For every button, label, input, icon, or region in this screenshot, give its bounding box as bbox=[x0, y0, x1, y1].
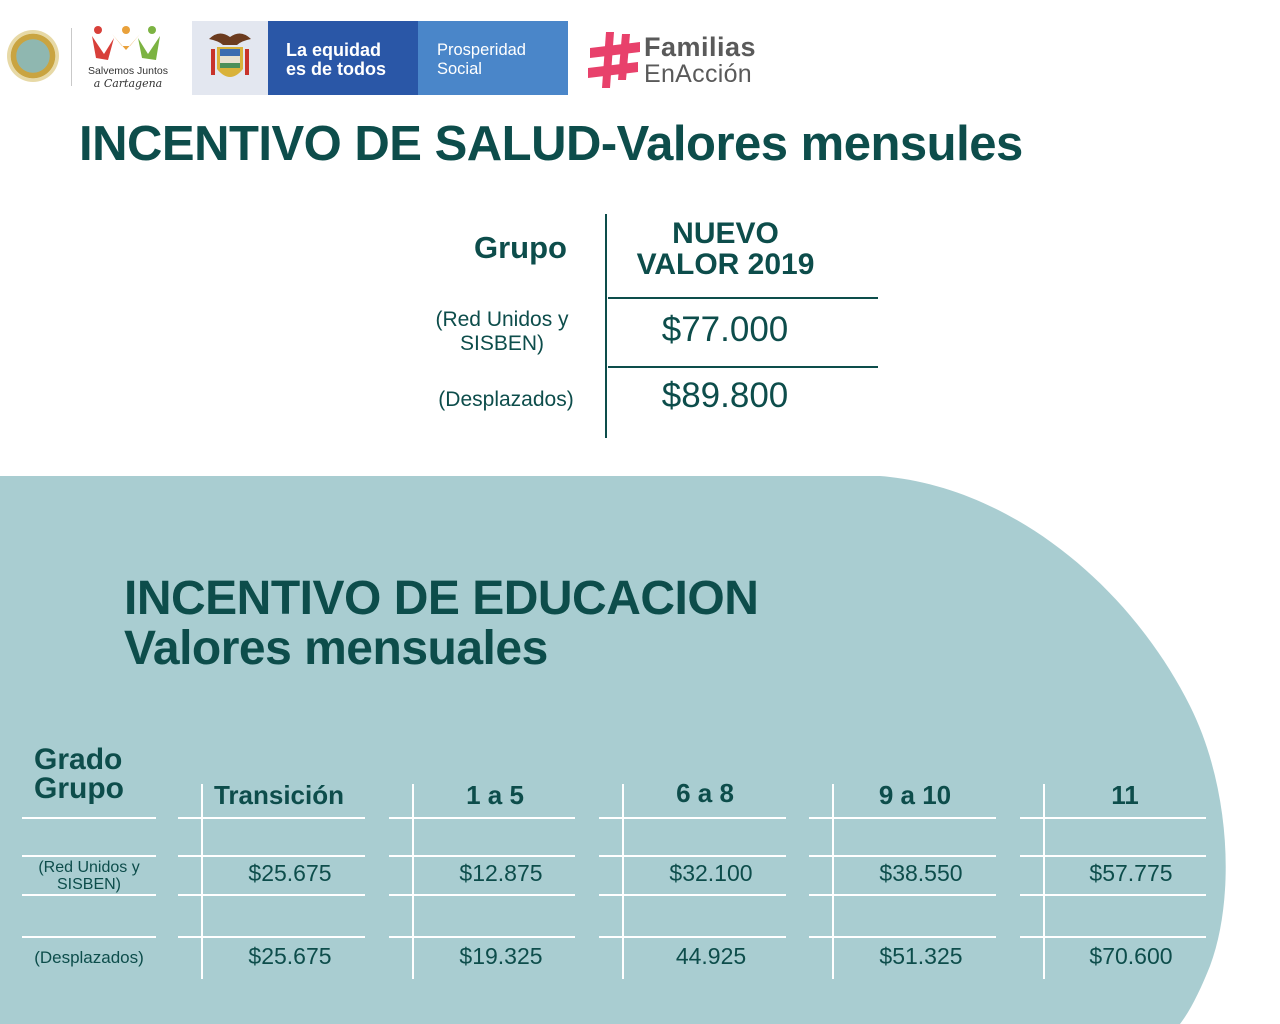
cell-value: $51.325 bbox=[879, 943, 963, 969]
salud-row-label: (Desplazados) bbox=[438, 388, 574, 411]
corner-header-grado: Grado bbox=[34, 743, 123, 776]
column-divider bbox=[201, 784, 203, 979]
hashtag-icon bbox=[588, 32, 640, 88]
title-line-2: Valores mensuales bbox=[124, 622, 548, 675]
column-header-11: 11 bbox=[1111, 780, 1139, 810]
row-divider bbox=[599, 855, 786, 857]
corner-header: Grado Grupo bbox=[34, 743, 124, 805]
row-divider bbox=[389, 817, 575, 819]
row-divider bbox=[178, 817, 365, 819]
salvemos-juntos-logo: Salvemos Juntos a Cartagena bbox=[76, 22, 176, 96]
row-divider bbox=[809, 855, 996, 857]
row-divider bbox=[178, 936, 365, 938]
table-divider-horizontal bbox=[608, 366, 878, 368]
column-divider bbox=[832, 784, 834, 979]
row-label-red-unidos: (Red Unidos y SISBEN) bbox=[22, 859, 156, 893]
salud-table: Grupo NUEVO VALOR 2019 (Red Unidos y SIS… bbox=[400, 210, 890, 440]
slogan-line-2: es de todos bbox=[286, 59, 387, 79]
familias-en-accion-logo: Familias EnAcción bbox=[588, 26, 788, 96]
column-divider bbox=[412, 784, 414, 979]
row-divider bbox=[1020, 817, 1206, 819]
educacion-title: INCENTIVO DE EDUCACION Valores mensuales bbox=[124, 572, 759, 675]
cell-value: $25.675 bbox=[248, 860, 332, 886]
corner-header-grupo: Grupo bbox=[34, 772, 124, 805]
people-figures-icon bbox=[92, 26, 160, 60]
cell-value: $57.775 bbox=[1089, 860, 1173, 886]
column-divider bbox=[1043, 784, 1045, 979]
column-divider bbox=[622, 784, 624, 979]
row-divider bbox=[178, 894, 365, 896]
cell-value: 44.925 bbox=[675, 943, 747, 969]
row-divider bbox=[22, 855, 156, 857]
cell-value: $19.325 bbox=[459, 943, 543, 969]
row-divider bbox=[389, 894, 575, 896]
table-divider-horizontal bbox=[608, 297, 878, 299]
row-divider bbox=[178, 855, 365, 857]
salud-header-valor: NUEVO VALOR 2019 bbox=[618, 218, 833, 280]
header-logos: Salvemos Juntos a Cartagena La equidad e… bbox=[0, 0, 1280, 110]
row-divider bbox=[22, 817, 156, 819]
label-line-1: (Red Unidos y bbox=[38, 859, 140, 876]
row-divider bbox=[599, 817, 786, 819]
cartagena-seal-logo bbox=[7, 30, 59, 82]
cell-value: $25.675 bbox=[248, 943, 332, 969]
header-line-1: NUEVO bbox=[672, 217, 779, 250]
logo-divider bbox=[71, 28, 72, 86]
row-label-desplazados: (Desplazados) bbox=[34, 948, 144, 967]
row-divider bbox=[22, 894, 156, 896]
entity-line-1: Prosperidad bbox=[437, 41, 526, 59]
row-divider bbox=[389, 936, 575, 938]
column-header-6-a-8: 6 a 8 bbox=[676, 778, 734, 808]
la-equidad-slogan: La equidad es de todos bbox=[268, 21, 418, 95]
familias-text: Familias bbox=[644, 32, 757, 62]
colombia-coat-of-arms-icon bbox=[192, 21, 268, 95]
cell-value: $70.600 bbox=[1089, 943, 1173, 969]
salud-row-value: $89.800 bbox=[661, 376, 789, 415]
column-header-1-a-5: 1 a 5 bbox=[466, 780, 524, 810]
prosperidad-social-label: Prosperidad Social bbox=[418, 21, 568, 95]
row-divider bbox=[809, 894, 996, 896]
column-header-transicion: Transición bbox=[213, 780, 345, 810]
en-accion-text: EnAcción bbox=[644, 60, 753, 88]
column-header-9-a-10: 9 a 10 bbox=[878, 780, 952, 810]
cell-value: $32.100 bbox=[669, 860, 753, 886]
slogan-line-1: La equidad bbox=[286, 40, 382, 60]
salud-row-value: $77.000 bbox=[661, 310, 789, 349]
salvemos-juntos-text: Salvemos Juntos bbox=[88, 65, 168, 77]
cell-value: $12.875 bbox=[459, 860, 543, 886]
row-divider bbox=[809, 817, 996, 819]
table-divider-vertical bbox=[605, 214, 607, 438]
row-divider bbox=[1020, 855, 1206, 857]
label-line-2: SISBEN) bbox=[56, 876, 121, 893]
row-divider bbox=[1020, 936, 1206, 938]
cell-value: $38.550 bbox=[879, 860, 963, 886]
label-line-2: SISBEN) bbox=[459, 332, 545, 355]
educacion-table: Grado Grupo Transición 1 a 5 6 a 8 9 a 1… bbox=[0, 740, 1280, 1000]
row-divider bbox=[1020, 894, 1206, 896]
row-divider bbox=[599, 936, 786, 938]
gobierno-colombia-banner: La equidad es de todos Prosperidad Socia… bbox=[192, 21, 568, 95]
row-divider bbox=[599, 894, 786, 896]
label-line-1: (Red Unidos y bbox=[435, 308, 569, 331]
entity-line-2: Social bbox=[437, 60, 482, 78]
salud-title: INCENTIVO DE SALUD-Valores mensules bbox=[79, 117, 1023, 171]
row-divider bbox=[22, 936, 156, 938]
row-divider bbox=[389, 855, 575, 857]
a-cartagena-text: a Cartagena bbox=[93, 77, 163, 90]
title-line-1: INCENTIVO DE EDUCACION bbox=[124, 572, 759, 625]
salud-row-label: (Red Unidos y SISBEN) bbox=[402, 308, 602, 356]
education-section-background bbox=[0, 476, 1226, 1024]
header-line-2: VALOR 2019 bbox=[636, 248, 815, 281]
salud-header-grupo: Grupo bbox=[474, 230, 567, 265]
row-divider bbox=[809, 936, 996, 938]
